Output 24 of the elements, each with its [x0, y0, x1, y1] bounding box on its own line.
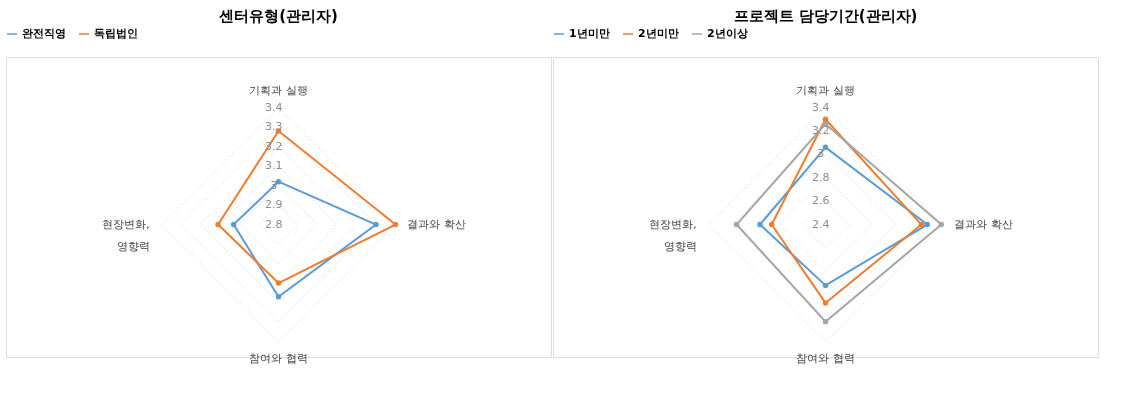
spoke-label: 현장변화, 영향력	[649, 217, 697, 253]
y-tick-label: 2.9	[265, 198, 283, 212]
y-tick-label: 3.4	[812, 100, 830, 114]
spoke-label: 참여와 협력	[796, 352, 855, 366]
chart-title: 센터유형(관리자)	[219, 7, 338, 25]
chart-title: 프로젝트 담당기간(관리자)	[733, 7, 918, 25]
spoke-label: 결과와 확산	[407, 217, 466, 231]
y-tick-label: 2.8	[265, 217, 283, 231]
spoke-label: 기획과 실행	[249, 83, 308, 97]
legend-label: 1년미만	[569, 27, 610, 40]
y-tick-label: 3.4	[265, 100, 283, 114]
y-tick-label: 2.4	[812, 217, 830, 231]
y-tick-label: 3.3	[265, 120, 283, 134]
legend-label: 완전직영	[22, 27, 66, 40]
spoke-label: 현장변화, 영향력	[102, 217, 150, 253]
y-tick-label: 2.6	[812, 194, 830, 208]
spoke-label: 기획과 실행	[796, 83, 855, 97]
legend-label: 독립법인	[94, 27, 138, 40]
y-tick-label: 2.8	[812, 170, 830, 184]
legend-label: 2년이상	[707, 27, 748, 40]
spoke-label: 참여와 협력	[249, 352, 308, 366]
legend-label: 2년미만	[638, 27, 679, 40]
spoke-label: 결과와 확산	[954, 217, 1013, 231]
y-tick-label: 3.1	[265, 159, 283, 173]
